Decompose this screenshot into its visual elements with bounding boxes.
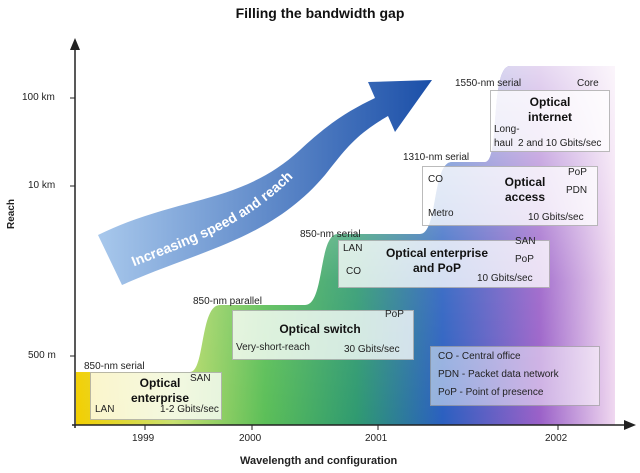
legend-entry: PDN - Packet data network <box>438 369 559 380</box>
step-box <box>232 310 414 360</box>
step-title: Optical enterprise <box>385 246 489 260</box>
x-tick-label: 2002 <box>545 433 568 444</box>
x-axis-arrowhead <box>624 420 636 430</box>
tag: CO <box>346 266 361 277</box>
x-tick-label: 1999 <box>132 433 155 444</box>
step-title: Optical switch <box>279 322 361 336</box>
y-tick-label: 100 km <box>22 92 55 103</box>
technology: 1550-nm serial <box>455 78 522 89</box>
y-tick-label: 10 km <box>28 180 56 191</box>
tag: PoP <box>515 254 534 265</box>
step-box <box>338 240 550 288</box>
tag: Very-short-reach <box>236 342 310 353</box>
y-tick-label: 500 m <box>28 350 56 361</box>
tag: Metro <box>428 208 454 219</box>
growth-arrow <box>98 80 432 285</box>
technology: 1310-nm serial <box>403 152 470 163</box>
tag: LAN <box>95 404 115 415</box>
tag: PDN <box>566 185 588 196</box>
step-title: Optical <box>504 175 546 189</box>
tag: LAN <box>343 243 363 254</box>
title: Filling the bandwidth gap <box>235 5 405 21</box>
tag: Core <box>577 78 599 89</box>
x-tick-label: 2000 <box>239 433 262 444</box>
tag: PoP <box>385 309 404 320</box>
step-title: Optical <box>529 95 571 109</box>
technology: 850-nm serial <box>300 229 361 240</box>
rate: 10 Gbits/sec <box>528 212 584 223</box>
legend-entry: PoP - Point of presence <box>438 387 544 398</box>
step-title: and PoP <box>412 261 461 275</box>
tick-marks <box>70 97 559 430</box>
rate: 2 and 10 Gbits/sec <box>518 138 602 149</box>
tag: SAN <box>190 373 211 384</box>
tag: Long- <box>494 124 520 135</box>
legend-entry: CO - Central office <box>438 351 521 362</box>
step-box <box>490 90 610 152</box>
x-tick-label: 2001 <box>365 433 388 444</box>
step-title: internet <box>527 110 572 124</box>
rate: 30 Gbits/sec <box>344 344 400 355</box>
legend-box <box>430 346 600 406</box>
step-box <box>90 372 222 420</box>
tag: PoP <box>568 167 587 178</box>
tag: haul <box>494 138 513 149</box>
x-axis-label: Wavelength and configuration <box>240 455 398 467</box>
y-axis-arrowhead <box>70 38 80 50</box>
rate: 1-2 Gbits/sec <box>160 404 219 415</box>
tag: CO <box>428 174 443 185</box>
technology: 850-nm serial <box>84 361 145 372</box>
rate: 10 Gbits/sec <box>477 273 533 284</box>
step-title: Optical <box>139 376 181 390</box>
step-title: enterprise <box>130 391 190 405</box>
step-title: access <box>504 190 546 204</box>
step-box <box>422 166 598 226</box>
technology: 850-nm parallel <box>193 296 262 307</box>
y-axis-label: Reach <box>6 199 17 230</box>
tag: SAN <box>515 236 536 247</box>
